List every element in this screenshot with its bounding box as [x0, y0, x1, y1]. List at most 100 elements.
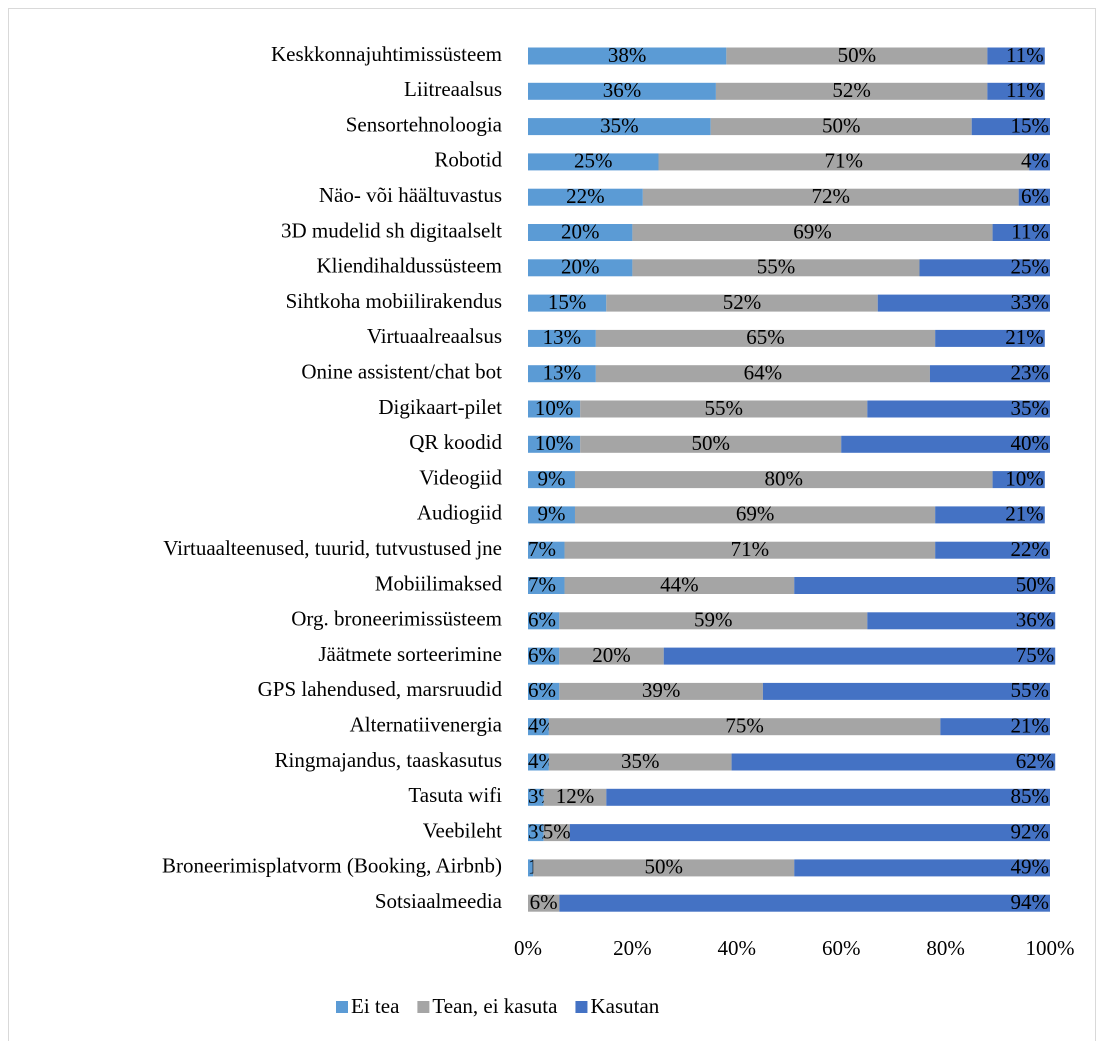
data-label: 5%: [543, 819, 571, 843]
data-label: 11%: [1011, 219, 1049, 243]
data-label: 75%: [725, 714, 764, 738]
legend-swatch: [575, 1001, 588, 1013]
bar-segment: [559, 682, 763, 700]
data-label: 21%: [1005, 325, 1044, 349]
bar-segment: [528, 118, 711, 136]
bar-segment: [762, 682, 1050, 700]
bar-segment: [574, 471, 993, 489]
y-tick-label: Keskkonnajuhtimissüsteem: [271, 42, 502, 66]
bar-segment: [528, 400, 581, 418]
bar-segment: [794, 577, 1056, 594]
data-label: 36%: [1016, 608, 1055, 632]
data-label: 55%: [705, 396, 744, 420]
data-label: 4%: [1021, 149, 1049, 173]
bar-segment: [580, 400, 868, 418]
data-label: 22%: [566, 184, 605, 208]
bar-segment: [595, 365, 930, 383]
y-tick-label: Videogiid: [419, 465, 502, 489]
bar-segment: [569, 824, 1050, 842]
data-label: 44%: [660, 572, 699, 596]
bar-segment: [564, 577, 795, 594]
y-tick-label: Broneerimisplatvorm (Booking, Airbnb): [162, 854, 502, 878]
data-label: 11%: [1006, 78, 1044, 102]
data-label: 10%: [535, 431, 574, 455]
data-label: 20%: [592, 643, 631, 667]
bar-segment: [528, 294, 607, 312]
bar-segment: [919, 259, 1050, 277]
bar-segment: [726, 47, 988, 65]
bar-segment: [940, 718, 1050, 736]
data-label: 35%: [621, 749, 660, 773]
bar-segment: [528, 577, 565, 594]
bar-segment: [929, 365, 1050, 383]
bar-segment: [528, 188, 643, 206]
data-label: 7%: [528, 572, 556, 596]
bar-segment: [574, 506, 936, 524]
data-label: 52%: [832, 78, 871, 102]
data-label: 15%: [1011, 113, 1050, 137]
data-label: 6%: [528, 643, 556, 667]
y-tick-label: Tasuta wifi: [408, 783, 502, 807]
y-tick-label: 3D mudelid sh digitaalselt: [281, 218, 502, 242]
y-tick-label: Näo- või häältuvastus: [319, 183, 502, 207]
y-tick-label: Digikaart-pilet: [378, 395, 502, 419]
bar-segment: [867, 612, 1056, 630]
data-label: 94%: [1011, 890, 1050, 914]
bar-segment: [528, 753, 549, 771]
bar-segment: [528, 365, 596, 383]
bar-segment: [580, 435, 842, 453]
data-label: 71%: [825, 149, 864, 173]
bar-segment: [528, 259, 633, 277]
data-label: 49%: [1011, 855, 1050, 879]
data-label: 35%: [600, 113, 639, 137]
data-label: 10%: [535, 396, 574, 420]
data-label: 80%: [765, 466, 804, 490]
bar-segment: [543, 824, 570, 842]
bar-segment: [528, 718, 549, 736]
data-label: 13%: [543, 361, 582, 385]
bar-segment: [548, 718, 941, 736]
y-tick-label: Virtuaalreaalsus: [367, 324, 502, 348]
bar-segment: [528, 224, 633, 241]
bar-segment: [528, 647, 560, 665]
data-label: 50%: [1016, 572, 1055, 596]
data-label: 62%: [1016, 749, 1055, 773]
data-label: 25%: [1011, 255, 1050, 279]
data-label: 85%: [1011, 784, 1050, 808]
bar-segment: [935, 506, 1045, 524]
bar-segment: [548, 753, 732, 771]
data-label: 6%: [530, 890, 558, 914]
data-label: 23%: [1011, 361, 1050, 385]
bar-segment: [528, 506, 575, 524]
legend-label: Kasutan: [590, 994, 659, 1018]
data-label: 64%: [744, 361, 783, 385]
y-tick-label: Sotsiaalmeedia: [375, 889, 503, 913]
data-label: 55%: [1011, 678, 1050, 702]
y-tick-label: Veebileht: [423, 818, 502, 842]
data-label: 11%: [1006, 43, 1044, 67]
data-label: 35%: [1011, 396, 1050, 420]
bar-segment: [528, 824, 544, 842]
bar-segment: [632, 224, 993, 241]
data-label: 69%: [793, 219, 832, 243]
x-tick-label: 100%: [1026, 936, 1075, 960]
bar-segment: [528, 329, 596, 347]
data-label: 25%: [574, 149, 613, 173]
y-tick-label: Jäätmete sorteerimine: [318, 642, 502, 666]
data-label: 71%: [731, 537, 770, 561]
bar-segment: [606, 788, 1050, 806]
bar-segment: [606, 294, 878, 312]
bar-segment: [715, 82, 988, 100]
x-tick-label: 60%: [822, 936, 861, 960]
bar-segment: [528, 47, 727, 65]
bar-segment: [528, 153, 659, 171]
data-label: 9%: [537, 466, 565, 490]
bar-segment: [528, 788, 544, 806]
y-tick-label: Org. broneerimissüsteem: [291, 607, 502, 631]
data-label: 20%: [561, 255, 600, 279]
bar-segment: [543, 788, 607, 806]
bar-segment: [528, 435, 581, 453]
y-tick-label: Ringmajandus, taaskasutus: [275, 748, 502, 772]
data-label: 50%: [691, 431, 730, 455]
